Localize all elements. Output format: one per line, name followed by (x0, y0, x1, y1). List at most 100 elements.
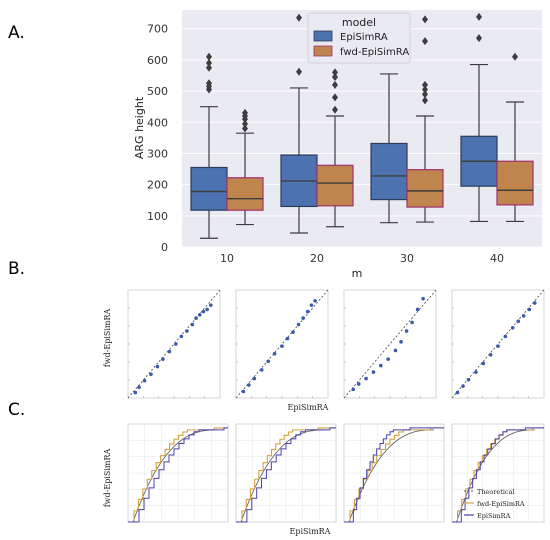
qq-point (313, 299, 317, 303)
qq-panel (127, 289, 545, 399)
ecdf-episimra-curve (344, 427, 444, 523)
panel-label-a: A. (8, 23, 25, 43)
outlier-point (242, 124, 248, 133)
panel-label-b: B. (8, 259, 25, 279)
qq-point (194, 316, 198, 320)
legend-label-ecdf-fwd: fwd-EpiSimRA (477, 500, 525, 508)
qq-point (259, 368, 264, 372)
qq-point (285, 336, 290, 341)
ecdf-x-axis-label: EpiSimRA (290, 527, 331, 536)
box-group (280, 13, 318, 234)
qq-subplot (127, 289, 221, 399)
qq-subplot (235, 289, 329, 399)
qq-point (205, 307, 209, 312)
qq-point (371, 370, 376, 374)
qq-frame (235, 289, 329, 399)
qq-point (209, 303, 213, 307)
boxplot-legend: model EpiSimRA fwd-EpiSimRA (307, 12, 411, 64)
box-group (226, 108, 264, 226)
outlier-point (476, 34, 482, 43)
qq-point (351, 387, 356, 392)
qq-point (503, 334, 508, 339)
outlier-point (422, 90, 428, 99)
x-tick-label: 20 (310, 252, 324, 265)
outlier-point (422, 80, 428, 89)
qq-x-axis-label: EpiSimRA (288, 403, 329, 412)
box (316, 164, 354, 207)
qq-point (309, 303, 314, 307)
legend-box (307, 12, 411, 64)
ecdf-subplot (127, 423, 229, 523)
qq-point (521, 314, 526, 318)
outlier-point (422, 15, 428, 24)
box-group (190, 52, 228, 239)
qq-point (510, 326, 515, 330)
box-group (370, 73, 408, 224)
qq-point (142, 378, 147, 383)
outlier-point (206, 63, 212, 72)
qq-point (474, 370, 478, 374)
qq-point (247, 383, 251, 387)
ecdf-episimra-curve (452, 427, 544, 523)
ecdf-panel (127, 423, 545, 523)
y-tick-label: 700 (147, 23, 168, 36)
outlier-point (476, 12, 482, 21)
box-group (496, 52, 534, 223)
qq-point (305, 309, 310, 314)
ecdf-subplot (451, 423, 545, 523)
qq-point (488, 353, 493, 357)
x-tick-label: 30 (400, 252, 414, 265)
x-tick-label: 10 (220, 252, 234, 265)
y-tick-label: 600 (147, 54, 168, 67)
box (226, 177, 264, 211)
qq-point (174, 342, 178, 346)
qq-point (190, 322, 195, 327)
qq-point (291, 330, 295, 334)
qq-point (421, 296, 425, 301)
qq-y-axis-label: fwd-EpiSimRA (103, 308, 112, 367)
ecdf-legend: Theoretical fwd-EpiSimRA EpiSimRA (464, 488, 525, 520)
qq-point (185, 329, 189, 333)
qq-frame (343, 289, 437, 399)
qq-point (179, 334, 184, 339)
outlier-point (422, 96, 428, 105)
box-group (316, 68, 354, 228)
ecdf-fwd-curve (236, 427, 336, 523)
outlier-point (422, 37, 428, 46)
box-group (460, 12, 498, 223)
qq-point (296, 322, 301, 327)
y-tick-label: 500 (147, 85, 168, 98)
qq-point (266, 359, 271, 364)
qq-point (527, 307, 532, 312)
qq-point (155, 364, 160, 369)
boxplot-x-axis-label: m (352, 267, 363, 280)
qq-point (161, 357, 165, 361)
ecdf-y-axis-label: fwd-EpiSimRA (103, 448, 112, 507)
legend-label-fwd: fwd-EpiSimRA (340, 47, 409, 58)
qq-point (404, 329, 409, 333)
legend-swatch-fwd (313, 45, 333, 57)
outlier-point (332, 73, 338, 82)
ecdf-episimra-curve (128, 427, 228, 523)
y-tick-label: 300 (147, 147, 168, 160)
qq-point (393, 348, 398, 353)
outlier-point (512, 52, 518, 61)
qq-point (197, 313, 202, 317)
outlier-point (332, 93, 338, 102)
qq-point (280, 344, 284, 348)
boxplot-panel: 0 100 200 300 400 500 600 700 10 20 30 40 ARG heig… (133, 10, 542, 280)
qq-point (399, 340, 403, 344)
qq-point (466, 377, 471, 382)
outlier-point (332, 105, 338, 114)
outlier-point (206, 59, 212, 68)
box (496, 160, 534, 206)
ecdf-fwd-curve (344, 427, 444, 523)
x-tick-label: 40 (490, 252, 504, 265)
qq-point (461, 384, 465, 388)
box (190, 166, 228, 211)
qq-point (516, 319, 521, 324)
outlier-point (332, 68, 338, 77)
qq-point (201, 309, 206, 314)
y-tick-label: 200 (147, 179, 168, 192)
qq-point (356, 382, 361, 386)
